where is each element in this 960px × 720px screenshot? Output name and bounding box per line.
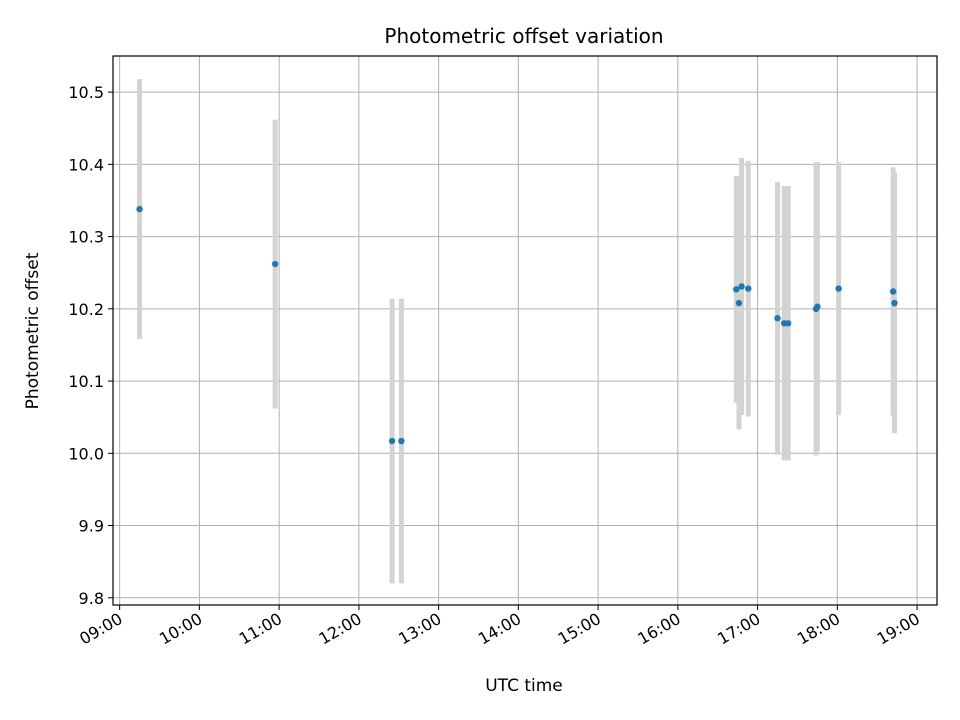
data-point [745, 285, 752, 292]
y-tick-label: 9.8 [79, 589, 104, 608]
data-point [733, 286, 740, 293]
data-point [891, 299, 898, 307]
y-tick-label: 10.1 [68, 372, 104, 391]
data-point [889, 288, 897, 295]
y-tick-label: 10.4 [68, 155, 104, 174]
y-tick-label: 10.3 [68, 228, 104, 247]
data-points [136, 205, 898, 445]
data-point [784, 320, 792, 327]
data-point [136, 205, 143, 213]
data-point [738, 283, 745, 290]
plot-frame [112, 55, 938, 606]
y-tick-label: 9.9 [79, 517, 104, 536]
y-tick-label: 10.0 [68, 444, 104, 463]
data-point [735, 299, 743, 307]
data-point [398, 437, 405, 445]
y-axis-label: Photometric offset [23, 252, 43, 409]
y-axis-ticks: 9.8 9.9 10.0 10.1 10.2 10.3 10.4 10.5 [68, 83, 113, 608]
data-point [271, 260, 279, 268]
data-point [814, 303, 821, 310]
data-point [388, 437, 396, 445]
y-tick-label: 10.2 [68, 300, 104, 319]
x-axis-label: UTC time [485, 676, 563, 696]
chart-title: Photometric offset variation [384, 24, 663, 48]
data-point [835, 285, 842, 292]
y-tick-label: 10.5 [68, 83, 104, 102]
data-point [774, 315, 781, 322]
